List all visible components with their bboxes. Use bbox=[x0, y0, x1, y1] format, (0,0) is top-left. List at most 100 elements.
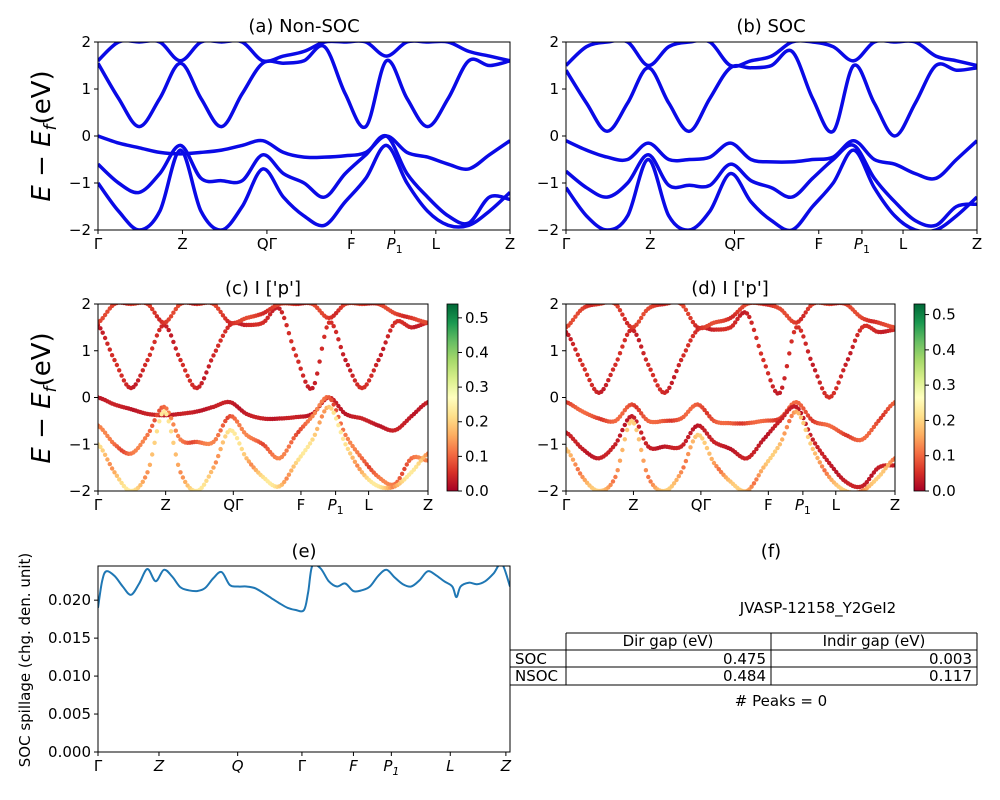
projection-point bbox=[702, 440, 707, 445]
projection-point bbox=[686, 343, 691, 348]
projection-point bbox=[758, 351, 764, 356]
projection-point bbox=[838, 374, 844, 379]
projection-point bbox=[615, 438, 620, 443]
projection-point bbox=[364, 462, 369, 467]
projection-point bbox=[208, 358, 214, 363]
peaks-count: # Peaks = 0 bbox=[735, 692, 827, 710]
projection-point bbox=[171, 440, 176, 445]
colorbar-tick-label: 0.4 bbox=[932, 341, 956, 359]
projection-point bbox=[681, 304, 686, 309]
projection-point bbox=[829, 394, 834, 399]
projection-point bbox=[180, 475, 186, 480]
projection-point bbox=[805, 306, 811, 312]
projection-point bbox=[686, 434, 691, 440]
projection-point bbox=[714, 464, 719, 469]
table-row-label-nsoc: NSOC bbox=[515, 667, 558, 685]
projection-point bbox=[639, 447, 644, 453]
projection-point bbox=[798, 403, 804, 408]
panel-c: (c) I ['p'] 2 1 0 −1 −2 Γ Z QΓ F P1 L Z E − Ef(eV)… bbox=[27, 278, 489, 517]
projection-point bbox=[232, 431, 237, 436]
projection-point bbox=[187, 378, 193, 383]
ytick-label: 1 bbox=[549, 80, 559, 98]
projection-point bbox=[303, 448, 308, 453]
projection-point bbox=[577, 471, 583, 476]
projection-point bbox=[216, 453, 221, 459]
projection-point bbox=[385, 334, 391, 339]
projection-point bbox=[834, 386, 839, 391]
projection-point bbox=[608, 372, 613, 378]
projection-point bbox=[610, 367, 616, 372]
xtick-label: Z bbox=[153, 757, 165, 775]
projection-point bbox=[620, 344, 625, 349]
projection-point bbox=[317, 403, 322, 408]
projection-point bbox=[213, 348, 219, 353]
projection-point bbox=[100, 330, 105, 335]
projection-point bbox=[768, 455, 773, 461]
projection-point bbox=[615, 468, 620, 473]
projection-point bbox=[109, 466, 115, 471]
xtick-label: Γ bbox=[298, 757, 307, 775]
panel-d-xticks: Γ Z QΓ F P1 L Z bbox=[562, 491, 900, 517]
projection-point bbox=[220, 440, 226, 445]
projection-point bbox=[175, 462, 181, 467]
projection-point bbox=[237, 441, 242, 446]
xtick-label: Z bbox=[177, 235, 187, 253]
projection-point bbox=[678, 470, 684, 475]
projection-point bbox=[298, 454, 303, 459]
projection-point bbox=[371, 368, 376, 373]
projection-point bbox=[789, 339, 794, 344]
projection-point bbox=[624, 427, 630, 433]
projection-point bbox=[147, 304, 153, 309]
projection-point bbox=[817, 448, 822, 453]
projection-point bbox=[298, 366, 303, 371]
gap-table: Dir gap (eV) Indir gap (eV) SOC 0.475 0.… bbox=[509, 632, 978, 686]
projection-point bbox=[303, 379, 308, 384]
projection-point bbox=[133, 382, 138, 387]
projection-point bbox=[881, 469, 886, 474]
projection-point bbox=[289, 468, 294, 473]
ytick-label: −1 bbox=[537, 435, 559, 453]
projection-point bbox=[154, 314, 160, 319]
projection-point bbox=[150, 423, 155, 428]
projection-point bbox=[218, 309, 223, 315]
projection-point bbox=[620, 312, 625, 317]
projection-point bbox=[704, 445, 710, 451]
projection-point bbox=[336, 423, 341, 428]
projection-point bbox=[218, 446, 223, 452]
projection-point bbox=[634, 332, 639, 337]
projection-point bbox=[688, 338, 693, 343]
projection-point bbox=[643, 468, 649, 473]
projection-point bbox=[812, 368, 818, 373]
projection-point bbox=[819, 464, 825, 469]
xtick-label: P1 bbox=[383, 757, 399, 778]
projection-point bbox=[199, 485, 204, 490]
projection-point bbox=[683, 438, 689, 444]
panel-c-title: (c) I ['p'] bbox=[225, 278, 301, 299]
projection-point bbox=[416, 461, 421, 466]
projection-point bbox=[135, 378, 141, 383]
projection-point bbox=[166, 419, 171, 424]
projection-point bbox=[150, 306, 155, 312]
projection-point bbox=[641, 312, 646, 317]
xtick-label: Γ bbox=[94, 235, 103, 253]
projection-point bbox=[173, 306, 178, 312]
projection-point bbox=[418, 458, 424, 463]
projection-point bbox=[850, 344, 855, 350]
projection-point bbox=[183, 479, 188, 485]
projection-point bbox=[568, 320, 573, 326]
panel-e-xticks: Γ Z Q Γ F P1 L Z bbox=[94, 752, 512, 778]
colorbar-tick-label: 0.0 bbox=[932, 482, 956, 500]
projection-point bbox=[350, 373, 355, 378]
colorbar-tick-label: 0.4 bbox=[465, 343, 489, 361]
projection-point bbox=[119, 480, 124, 486]
panel-c-ylabel-main: E − E bbox=[27, 392, 57, 464]
projection-point bbox=[142, 436, 148, 441]
projection-point bbox=[775, 445, 780, 451]
projection-point bbox=[164, 412, 169, 417]
projection-point bbox=[777, 442, 783, 447]
projection-point bbox=[624, 332, 630, 337]
xtick-label: Z bbox=[423, 496, 433, 514]
projection-point bbox=[848, 351, 853, 356]
projection-point bbox=[140, 479, 145, 484]
